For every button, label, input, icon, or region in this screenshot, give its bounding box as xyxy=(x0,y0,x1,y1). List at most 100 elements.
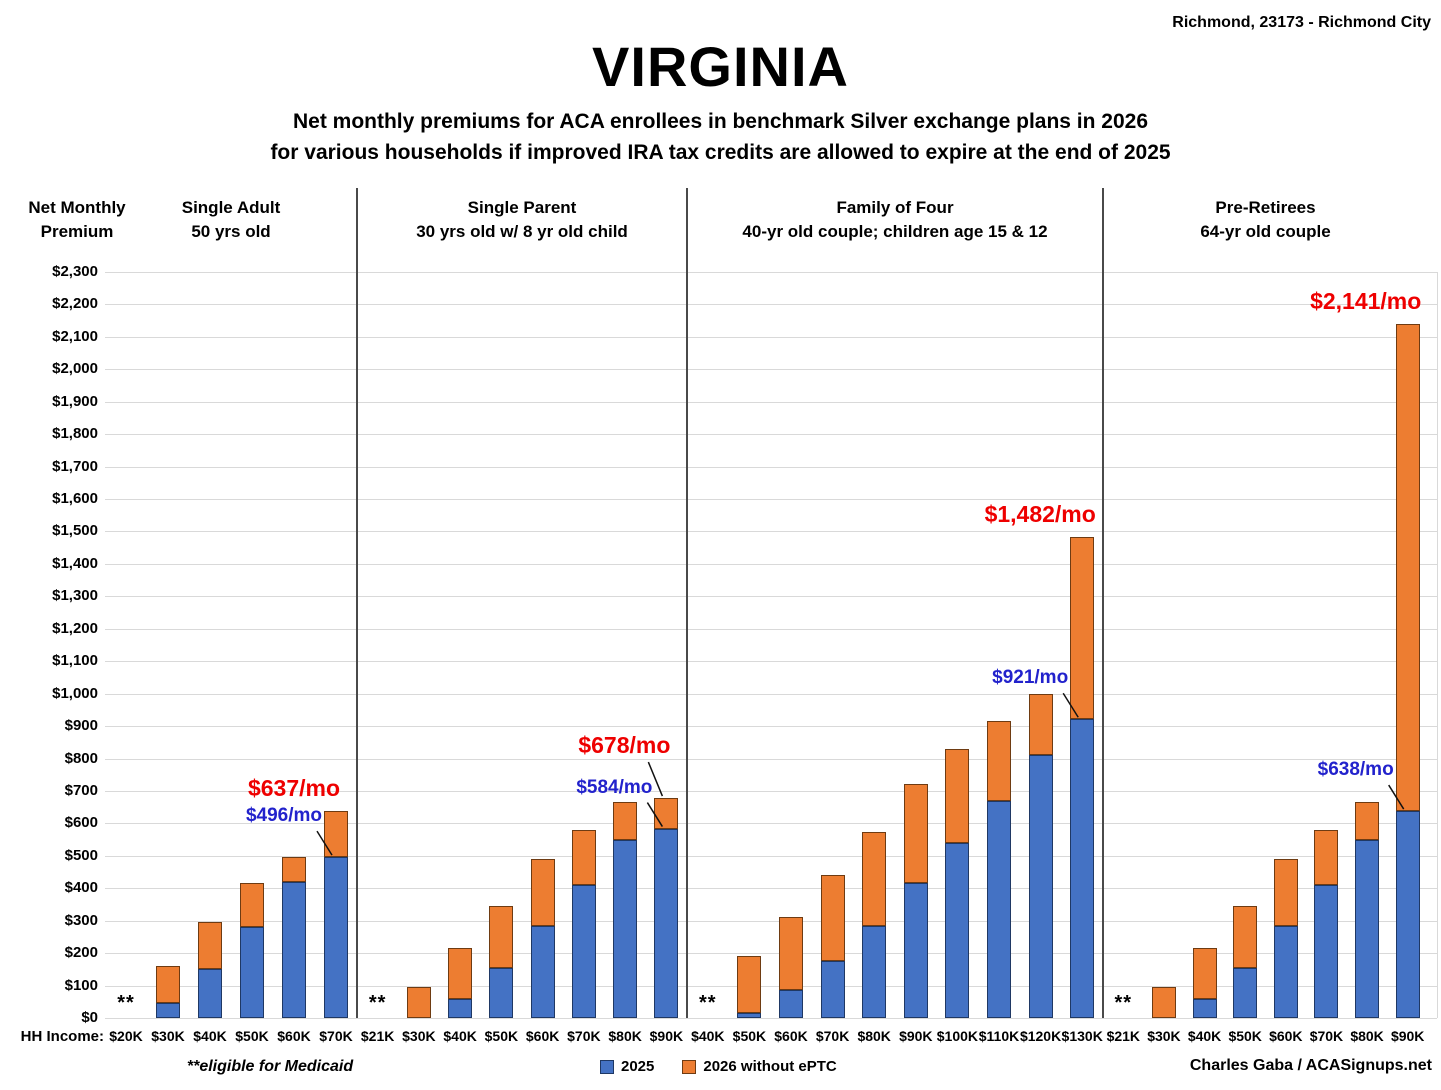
bar-2026-without-eptc xyxy=(1355,802,1380,840)
legend-label-2025: 2025 xyxy=(621,1058,655,1075)
credit-label: Charles Gaba / ACASignups.net xyxy=(1189,1057,1432,1074)
bar-2025 xyxy=(1355,839,1380,1018)
bar-2025 xyxy=(613,839,638,1018)
callout-2026-label: $637/mo xyxy=(247,775,341,802)
bar-2025 xyxy=(489,967,514,1018)
gridline xyxy=(105,661,1437,663)
medicaid-marker: ** xyxy=(117,992,135,1014)
bar-2025 xyxy=(820,961,845,1018)
bar-2026-without-eptc xyxy=(240,883,264,928)
gridline xyxy=(105,466,1437,468)
bar-2026-without-eptc xyxy=(1192,948,1217,999)
legend-swatch-2025 xyxy=(600,1059,614,1074)
x-tick-label: $80K xyxy=(857,1028,891,1044)
bar-2025 xyxy=(862,925,887,1018)
callout-2026-label: $2,141/mo xyxy=(1310,287,1422,314)
bar-2026-without-eptc xyxy=(903,784,928,884)
gridline xyxy=(105,401,1437,403)
bar-2025 xyxy=(282,881,306,1018)
x-tick-label: $80K xyxy=(608,1028,642,1044)
y-tick-label: $700 xyxy=(64,781,98,799)
x-tick-label: $60K xyxy=(774,1028,808,1044)
x-tick-label: $50K xyxy=(1228,1028,1262,1044)
group-subtitle: 50 yrs old xyxy=(191,222,271,241)
bar-2025 xyxy=(1070,719,1095,1018)
bar-2025 xyxy=(737,1013,762,1018)
y-tick-label: $1,100 xyxy=(52,652,98,670)
y-axis-title-line2: Premium xyxy=(40,222,114,241)
chart-subtitle-line2: for various households if improved IRA t… xyxy=(270,141,1171,164)
y-tick-label: $600 xyxy=(64,814,98,832)
callout-2025-label: $496/mo xyxy=(245,805,322,827)
y-tick-label: $2,300 xyxy=(52,263,98,280)
x-tick-label: $40K xyxy=(443,1028,477,1044)
x-tick-label: $70K xyxy=(1309,1028,1344,1044)
y-tick-label: $400 xyxy=(64,879,98,897)
medicaid-marker: ** xyxy=(699,992,717,1014)
gridline xyxy=(105,563,1437,565)
callout-2026-label: $678/mo xyxy=(578,732,671,759)
y-tick-label: $2,100 xyxy=(52,327,98,345)
y-tick-label: $2,000 xyxy=(52,360,98,378)
bar-2026-without-eptc xyxy=(654,798,679,829)
bar-2025 xyxy=(571,885,596,1018)
bar-2026-without-eptc xyxy=(198,922,222,970)
x-tick-label: $130K xyxy=(1061,1028,1103,1044)
bar-2026-without-eptc xyxy=(1314,829,1339,885)
bar-2025 xyxy=(198,969,222,1018)
bar-2025 xyxy=(1314,885,1339,1018)
y-tick-label: $1,400 xyxy=(52,554,98,572)
callout-2025-label: $921/mo xyxy=(992,667,1069,689)
x-tick-label: $40K xyxy=(691,1028,725,1044)
group-subtitle: 64-yr old couple xyxy=(1200,222,1331,241)
bar-2025 xyxy=(1028,755,1053,1018)
bar-2025 xyxy=(156,1003,180,1018)
bar-2025 xyxy=(1192,998,1217,1018)
bar-2025 xyxy=(448,998,473,1018)
x-tick-label: $70K xyxy=(815,1028,850,1044)
gridline xyxy=(105,985,1437,987)
medicaid-footnote: **eligible for Medicaid xyxy=(186,1058,354,1075)
x-axis-title: HH Income: xyxy=(20,1028,104,1045)
y-tick-label: $800 xyxy=(64,749,98,767)
medicaid-marker: ** xyxy=(1114,992,1133,1014)
bar-2026-without-eptc xyxy=(1395,323,1420,812)
y-tick-label: $1,900 xyxy=(52,392,98,410)
x-tick-label: $40K xyxy=(1187,1028,1222,1044)
x-tick-label: $70K xyxy=(567,1028,601,1044)
group-title: Pre-Retirees xyxy=(1215,198,1316,217)
chart-legend: 2025 2026 without ePTC xyxy=(600,1058,837,1075)
x-tick-label: $120K xyxy=(1019,1028,1062,1044)
y-tick-label: $0 xyxy=(81,1009,98,1026)
x-tick-label: $90K xyxy=(649,1028,684,1044)
bar-2026-without-eptc xyxy=(613,802,638,840)
gridline xyxy=(105,499,1437,501)
bar-2026-without-eptc xyxy=(945,748,970,843)
y-tick-label: $300 xyxy=(64,911,98,929)
gridline xyxy=(105,596,1437,598)
y-tick-label: $1,000 xyxy=(52,684,98,702)
group-divider xyxy=(356,188,358,1018)
x-tick-label: $20K xyxy=(109,1028,143,1044)
gridline xyxy=(105,1018,1437,1019)
gridline xyxy=(105,758,1437,760)
legend-item-2025: 2025 xyxy=(600,1058,654,1075)
gridline xyxy=(105,369,1437,371)
x-tick-label: $30K xyxy=(1147,1028,1181,1044)
group-header: Family of Four 40-yr old couple; children… xyxy=(687,196,1103,244)
bar-2025 xyxy=(1233,967,1258,1018)
x-tick-label: $30K xyxy=(402,1028,436,1044)
bar-2026-without-eptc xyxy=(820,875,845,962)
x-tick-label: $80K xyxy=(1350,1028,1384,1044)
y-tick-label: $2,200 xyxy=(52,295,98,313)
bar-2026-without-eptc xyxy=(862,831,887,926)
y-axis-title-line1: Net Monthly xyxy=(28,198,126,217)
bar-2025 xyxy=(654,828,679,1018)
x-tick-label: $60K xyxy=(525,1028,560,1044)
x-tick-label: $110K xyxy=(978,1028,1020,1044)
legend-label-2026: 2026 without ePTC xyxy=(703,1058,837,1075)
bar-2026-without-eptc xyxy=(530,859,555,926)
x-tick-label: $60K xyxy=(277,1028,311,1044)
y-tick-label: $200 xyxy=(64,944,98,962)
bar-2026-without-eptc xyxy=(406,987,431,1018)
